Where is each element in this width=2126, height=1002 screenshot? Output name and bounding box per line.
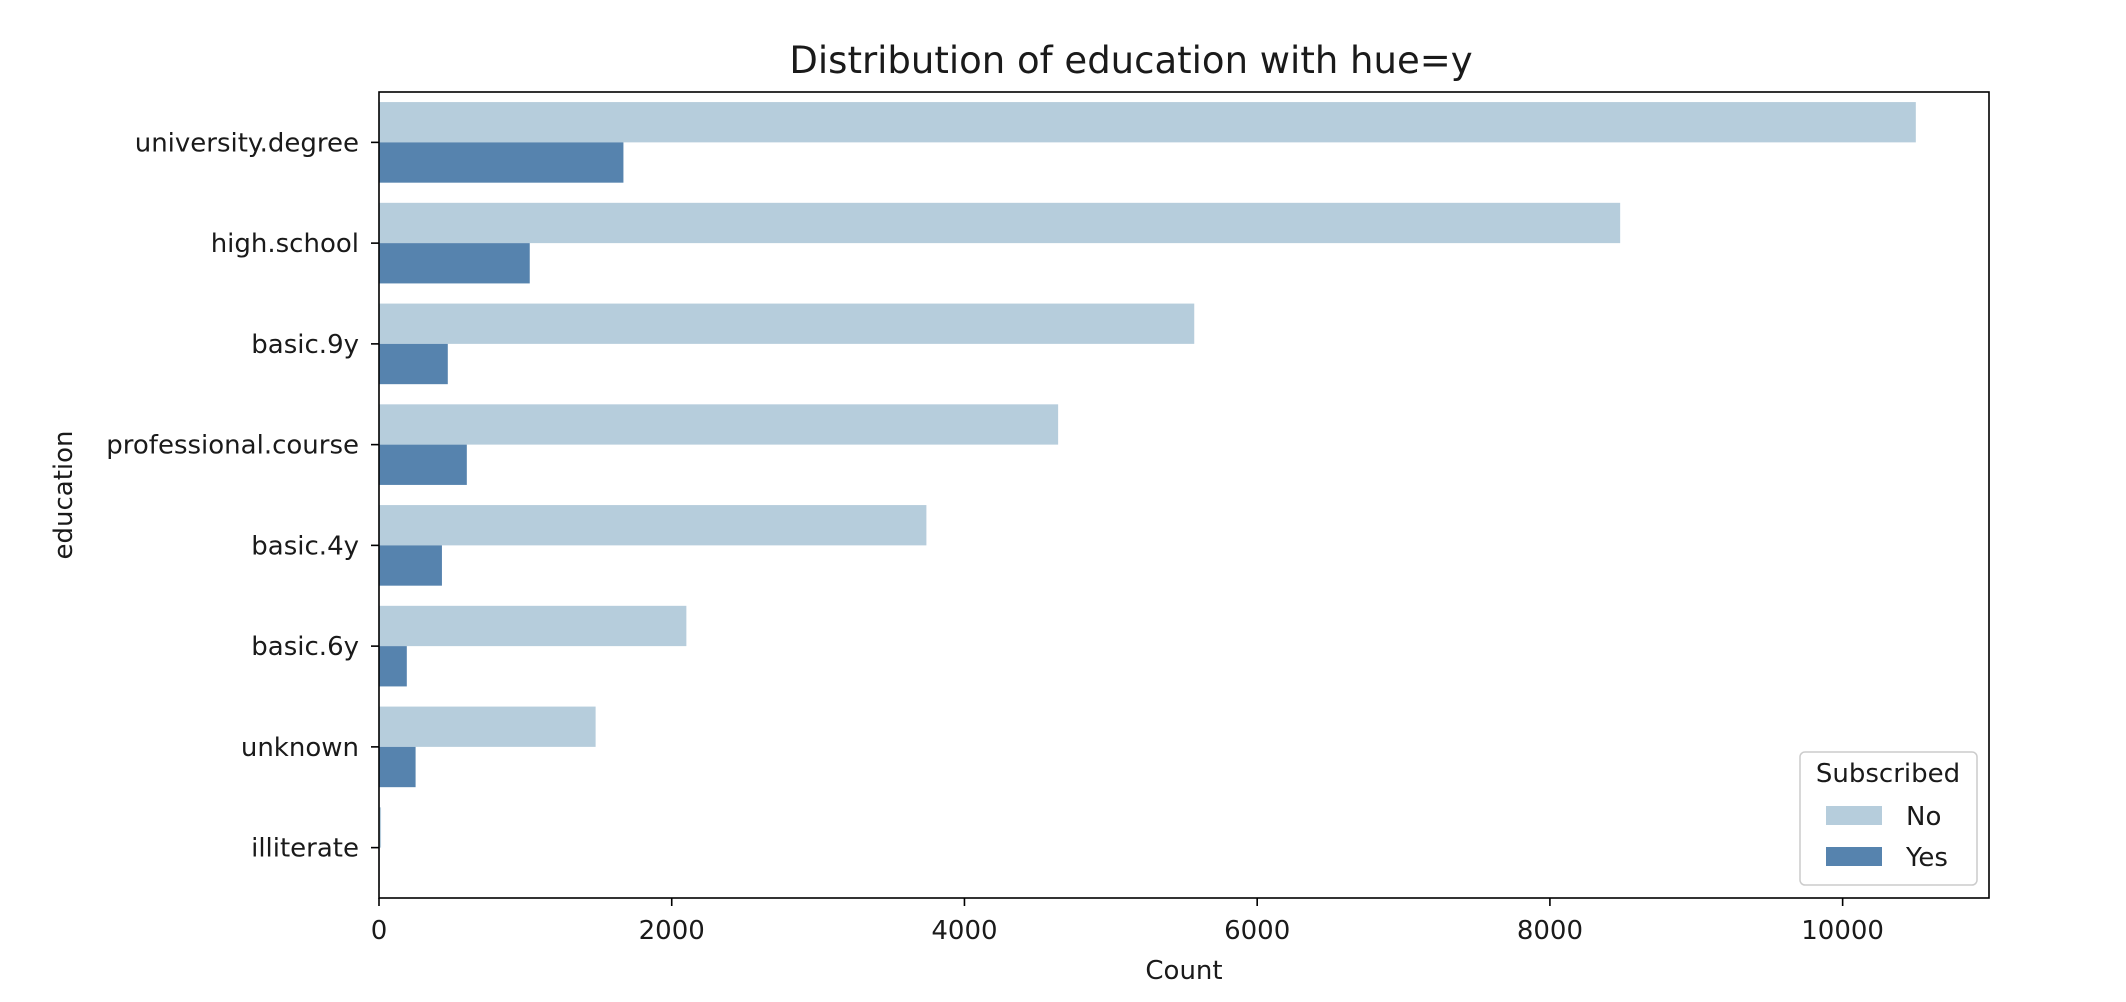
x-tick-label: 2000 <box>639 916 705 946</box>
y-tick-label: unknown <box>241 733 359 763</box>
bar-yes-university-degree <box>379 142 624 183</box>
legend-label-no: No <box>1906 802 1941 832</box>
bar-yes-unknown <box>379 746 416 788</box>
bar-yes-basic-6y <box>379 646 407 687</box>
x-axis-label: Count <box>1145 956 1222 986</box>
bar-no-illiterate <box>379 807 382 848</box>
bar-no-university-degree <box>379 102 1916 143</box>
bar-no-high-school <box>379 202 1621 244</box>
legend-items: No Yes <box>1826 802 1948 873</box>
x-tick-label: 10000 <box>1801 916 1884 946</box>
x-tick-label: 6000 <box>1224 916 1290 946</box>
chart-title: Distribution of education with hue=y <box>789 39 1472 82</box>
bar-no-basic-9y <box>379 303 1195 344</box>
x-tick-label: 4000 <box>931 916 997 946</box>
legend-swatch-yes <box>1826 847 1882 866</box>
bar-no-basic-6y <box>379 605 687 647</box>
bar-yes-basic-4y <box>379 545 442 586</box>
y-axis-label: education <box>49 430 79 559</box>
y-tick-label: basic.4y <box>251 531 359 561</box>
y-tick-label: university.degree <box>135 128 359 158</box>
legend: Subscribed No Yes <box>1799 751 1978 886</box>
y-tick-label: basic.6y <box>251 632 359 662</box>
bar-no-professional-course <box>379 404 1059 445</box>
y-tick-label: illiterate <box>251 834 359 864</box>
legend-swatch-no <box>1826 806 1882 825</box>
bar-no-unknown <box>379 706 596 747</box>
y-tick-label: professional.course <box>106 431 359 461</box>
bars-group <box>379 102 1916 888</box>
plot-frame <box>378 91 1990 899</box>
bar-yes-high-school <box>379 243 530 284</box>
y-tick-label: high.school <box>211 229 359 259</box>
x-tick-label: 0 <box>371 916 388 946</box>
bar-no-basic-4y <box>379 505 927 546</box>
x-axis: 0 2000 4000 6000 8000 10000 <box>371 898 1884 946</box>
legend-title: Subscribed <box>1816 759 1960 789</box>
x-tick-label: 8000 <box>1517 916 1583 946</box>
y-axis: university.degree high.school basic.9y prof… <box>106 128 379 864</box>
legend-label-yes: Yes <box>1905 843 1948 873</box>
bar-yes-basic-9y <box>379 343 448 385</box>
y-tick-label: basic.9y <box>251 330 359 360</box>
bar-yes-professional-course <box>379 444 467 485</box>
